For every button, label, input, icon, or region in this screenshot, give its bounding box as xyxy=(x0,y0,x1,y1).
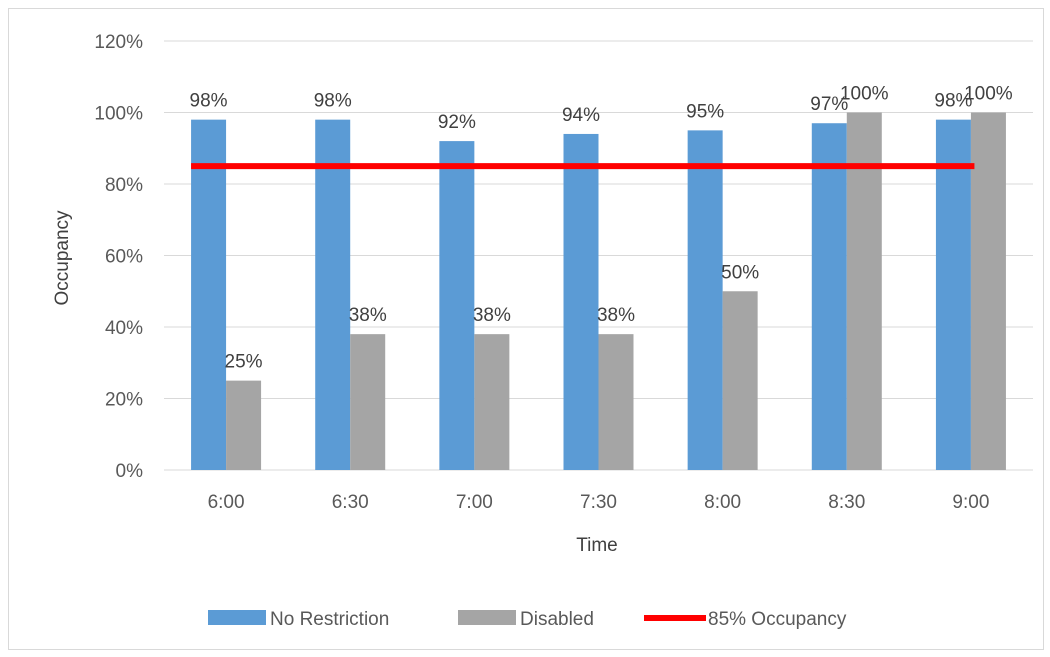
y-tick-label: 60% xyxy=(105,247,143,268)
x-tick-label: 6:00 xyxy=(208,492,245,513)
legend-label-85-occupancy: 85% Occupancy xyxy=(708,609,847,630)
data-label: 25% xyxy=(225,352,263,373)
bar-no-restriction xyxy=(935,119,971,471)
legend-swatch-disabled xyxy=(458,610,516,625)
bar-no-restriction xyxy=(191,119,227,471)
x-tick-label: 6:30 xyxy=(332,492,369,513)
data-label: 98% xyxy=(190,91,228,112)
y-tick-label: 40% xyxy=(105,318,143,339)
bar-disabled xyxy=(970,112,1006,470)
data-label: 98% xyxy=(314,91,352,112)
legend: No Restriction Disabled 85% Occupancy xyxy=(208,609,847,630)
bar-disabled xyxy=(722,291,758,470)
data-label: 94% xyxy=(562,105,600,126)
legend-swatch-no-restriction xyxy=(208,610,266,625)
y-tick-label: 20% xyxy=(105,390,143,411)
bar-disabled xyxy=(226,380,262,470)
data-label: 95% xyxy=(686,101,724,122)
y-tick-label: 120% xyxy=(94,32,143,53)
x-axis-ticks: 6:00 6:30 7:00 7:30 8:00 8:30 9:00 xyxy=(208,492,990,513)
data-label: 38% xyxy=(597,305,635,326)
data-label: 92% xyxy=(438,112,476,133)
x-tick-label: 8:00 xyxy=(704,492,741,513)
x-tick-label: 7:30 xyxy=(580,492,617,513)
x-tick-label: 7:00 xyxy=(456,492,493,513)
data-label: 98% xyxy=(934,91,972,112)
y-tick-label: 100% xyxy=(94,104,143,125)
x-tick-label: 8:30 xyxy=(828,492,865,513)
bars xyxy=(191,112,1006,471)
bar-no-restriction xyxy=(687,130,723,470)
y-tick-label: 80% xyxy=(105,175,143,196)
bar-no-restriction xyxy=(811,123,847,470)
x-tick-label: 9:00 xyxy=(952,492,989,513)
bar-disabled xyxy=(598,334,634,470)
bar-disabled xyxy=(474,334,510,470)
bar-disabled xyxy=(846,112,882,470)
y-axis-title: Occupancy xyxy=(52,210,73,306)
data-label: 50% xyxy=(721,262,759,283)
y-tick-label: 0% xyxy=(116,461,144,482)
legend-label-disabled: Disabled xyxy=(520,609,594,630)
data-label: 38% xyxy=(473,305,511,326)
bar-no-restriction xyxy=(439,141,475,470)
bar-no-restriction xyxy=(563,133,599,470)
y-axis-ticks: 0% 20% 40% 60% 80% 100% 120% xyxy=(94,32,143,482)
data-labels: 98%25%98%38%92%38%94%38%95%50%97%100% 98%… xyxy=(190,84,1013,373)
bar-disabled xyxy=(350,334,386,470)
data-label: 100% xyxy=(964,84,1013,105)
data-label: 100% xyxy=(840,84,889,105)
data-label: 38% xyxy=(349,305,387,326)
data-label: 97% xyxy=(810,94,848,115)
legend-label-no-restriction: No Restriction xyxy=(270,609,389,630)
bar-no-restriction xyxy=(315,119,351,471)
x-axis-title: Time xyxy=(576,535,618,556)
